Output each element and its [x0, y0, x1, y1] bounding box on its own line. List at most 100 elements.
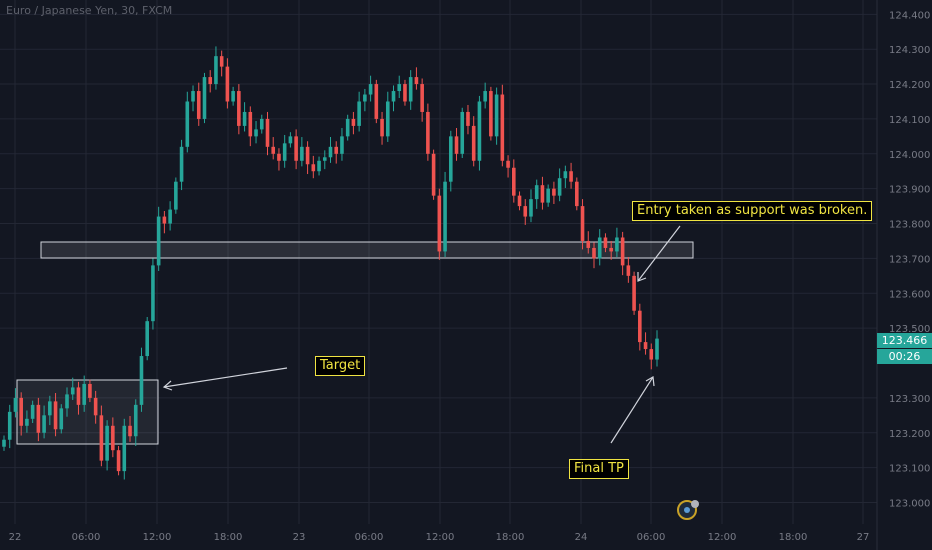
- candle-body: [254, 129, 258, 137]
- candle-body: [494, 94, 499, 137]
- price-axis[interactable]: 124.400 124.300 124.200 124.100 124.000 123.9…: [876, 0, 930, 550]
- candle-body: [426, 111, 430, 154]
- candle-body: [156, 216, 161, 266]
- candle-body: [162, 216, 167, 224]
- candle-body: [597, 237, 602, 259]
- candle-body: [185, 101, 190, 147]
- x-tick-label: 24: [575, 532, 588, 543]
- target-annotation[interactable]: Target: [315, 356, 366, 376]
- candle-body: [511, 167, 516, 196]
- candle-body: [2, 439, 6, 447]
- y-tick-label: 123.600: [889, 289, 930, 300]
- candle-body: [219, 56, 224, 67]
- candle-body: [403, 84, 407, 102]
- x-tick-label: 18:00: [496, 532, 525, 543]
- final-tp-annotation[interactable]: Final TP: [569, 459, 629, 479]
- candle-body: [277, 153, 281, 161]
- y-tick-label: 124.100: [889, 115, 930, 126]
- candle-body: [340, 136, 344, 154]
- candle-body: [586, 240, 591, 248]
- candle-body: [391, 91, 396, 102]
- candle-body: [111, 425, 115, 451]
- candle-body: [569, 171, 573, 182]
- candle-body: [557, 178, 562, 196]
- candle-body: [322, 157, 327, 161]
- candle-body: [460, 111, 465, 154]
- candle-body: [70, 387, 75, 395]
- candle-body: [620, 237, 625, 266]
- candle-body: [30, 404, 35, 419]
- candle-body: [19, 397, 23, 426]
- candle-body: [202, 77, 207, 119]
- candle-body: [368, 84, 373, 95]
- candle-body: [36, 404, 41, 433]
- candle-body: [471, 125, 476, 161]
- candle-body: [82, 383, 86, 405]
- candle-body: [523, 206, 528, 217]
- candle-body: [271, 146, 276, 154]
- support-zone[interactable]: [40, 241, 694, 259]
- candle-body: [53, 401, 58, 430]
- candle-body: [311, 164, 316, 172]
- x-tick-label: 18:00: [779, 532, 808, 543]
- candle-body: [282, 143, 287, 161]
- candle-body: [42, 415, 46, 433]
- candle-body: [483, 91, 487, 102]
- candle-body: [638, 310, 642, 343]
- candle-body: [7, 411, 12, 440]
- candle-body: [300, 146, 304, 161]
- candle-body: [242, 111, 247, 126]
- candle-body: [145, 321, 150, 357]
- candle-body: [93, 397, 98, 416]
- candle-body: [122, 425, 127, 472]
- x-tick-label: 12:00: [426, 532, 455, 543]
- notification-dot-icon: [691, 500, 699, 508]
- candle-body: [443, 181, 447, 252]
- x-tick-label: 27: [857, 532, 870, 543]
- candle-body: [609, 247, 613, 252]
- candle-body: [196, 91, 201, 119]
- x-tick-label: 18:00: [214, 532, 243, 543]
- candle-body: [540, 185, 545, 203]
- candle-body: [288, 136, 293, 144]
- candle-body: [414, 77, 419, 85]
- candle-body: [76, 387, 81, 405]
- candle-body: [397, 84, 402, 92]
- candle-body: [363, 94, 367, 102]
- candle-body: [575, 181, 579, 207]
- y-tick-label: 124.000: [889, 150, 930, 161]
- time-axis[interactable]: 22 06:00 12:00 18:00 23 06:00 12:00 18:00 24 06:0…: [9, 532, 870, 543]
- y-tick-label: 124.400: [889, 10, 930, 21]
- candle-body: [477, 101, 482, 161]
- x-tick-label: 06:00: [637, 532, 666, 543]
- candle-body: [357, 101, 361, 126]
- candle-body: [649, 349, 654, 360]
- candle-body: [179, 146, 184, 182]
- candle-body: [603, 237, 608, 248]
- candle-body: [408, 77, 413, 102]
- candle-body: [466, 111, 470, 126]
- candle-body: [592, 247, 596, 259]
- y-tick-label: 124.300: [889, 45, 930, 56]
- candle-body: [133, 404, 138, 437]
- candle-body: [139, 356, 144, 405]
- entry-annotation[interactable]: Entry taken as support was broken.: [632, 201, 873, 221]
- y-tick-label: 123.100: [889, 464, 930, 475]
- candle-body: [259, 118, 264, 130]
- candle-body: [626, 265, 631, 276]
- candle-body: [615, 237, 619, 252]
- candle-body: [489, 91, 493, 137]
- entry-arrow[interactable]: [637, 225, 681, 282]
- final-tp-arrow[interactable]: [610, 376, 655, 444]
- candle-body: [431, 153, 436, 196]
- candle-body: [13, 397, 18, 412]
- target-arrow[interactable]: [162, 367, 288, 391]
- candle-body: [334, 146, 339, 154]
- candle-body: [59, 408, 64, 430]
- candle-body: [517, 195, 522, 207]
- candle-body: [448, 136, 453, 182]
- last-price-badge: 123.466: [877, 333, 932, 348]
- candle-body: [534, 185, 539, 200]
- grid-lines: [0, 0, 877, 524]
